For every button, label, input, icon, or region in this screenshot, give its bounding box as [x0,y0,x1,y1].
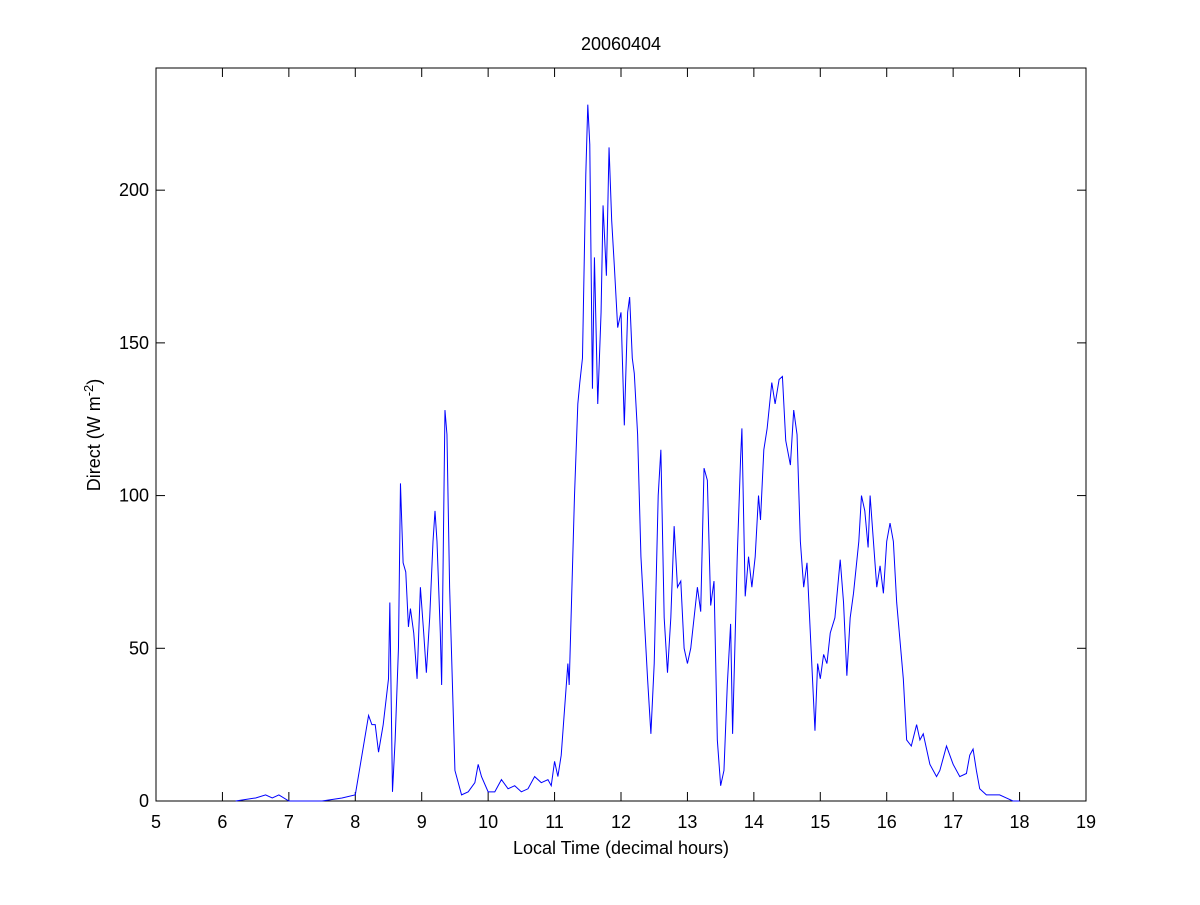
x-tick-label: 12 [611,812,631,832]
x-tick-label: 10 [478,812,498,832]
y-axis-label: Direct (W m-2) [81,379,104,492]
x-axis-label: Local Time (decimal hours) [513,838,729,858]
y-label-text: Direct (W m [84,396,104,491]
y-label-suffix: ) [84,379,104,385]
x-tick-label: 15 [810,812,830,832]
x-tick-label: 17 [943,812,963,832]
chart-title: 20060404 [581,34,661,54]
x-tick-label: 9 [417,812,427,832]
x-tick-label: 7 [284,812,294,832]
y-tick-label: 200 [119,180,149,200]
x-tick-label: 5 [151,812,161,832]
y-tick-label: 150 [119,333,149,353]
x-tick-label: 6 [217,812,227,832]
x-tick-label: 8 [350,812,360,832]
x-tick-label: 18 [1010,812,1030,832]
data-line [235,104,1020,802]
x-tick-label: 14 [744,812,764,832]
x-tick-label: 11 [545,812,564,832]
x-tick-label: 19 [1076,812,1096,832]
y-tick-label: 0 [139,791,149,811]
x-tick-label: 13 [677,812,697,832]
y-label-sup: -2 [81,385,96,397]
y-tick-label: 50 [129,638,149,658]
x-tick-label: 16 [877,812,897,832]
y-tick-label: 100 [119,486,149,506]
